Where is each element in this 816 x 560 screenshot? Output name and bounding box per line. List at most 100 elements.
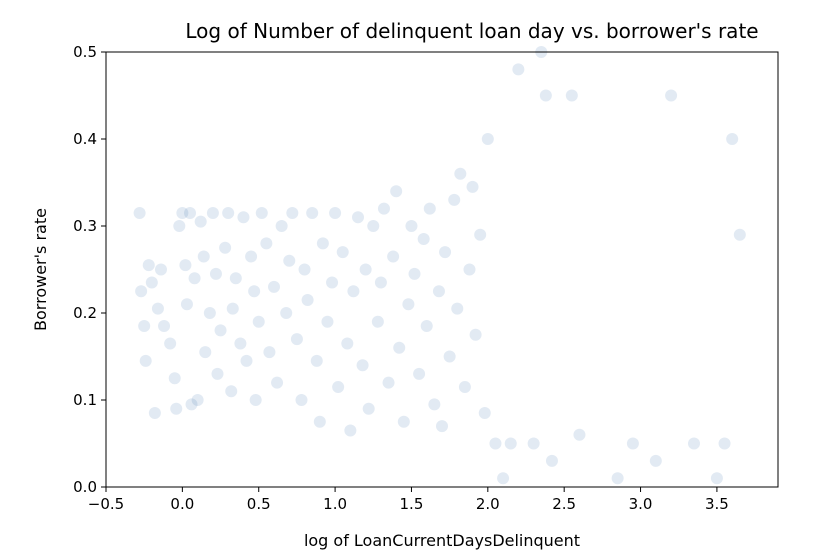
data-point <box>316 237 329 250</box>
data-point <box>197 250 210 263</box>
data-point <box>194 215 207 228</box>
data-point <box>191 394 204 406</box>
chart-title: Log of Number of delinquent loan day vs.… <box>185 19 758 43</box>
data-point <box>154 263 167 276</box>
data-point <box>512 63 525 76</box>
data-point <box>142 259 155 272</box>
data-point <box>393 341 406 354</box>
data-point <box>199 346 212 359</box>
data-point <box>280 307 293 319</box>
data-point <box>347 285 360 298</box>
data-point <box>268 280 280 293</box>
data-point <box>352 211 364 224</box>
data-point <box>329 206 342 219</box>
x-tick-label: 1.5 <box>400 495 424 513</box>
data-point <box>185 398 198 411</box>
data-point <box>173 220 186 232</box>
data-point <box>188 272 201 285</box>
data-point <box>260 237 273 250</box>
data-point <box>390 185 403 198</box>
x-axis-label: log of LoanCurrentDaysDelinquent <box>304 531 580 550</box>
data-point <box>539 89 552 102</box>
y-tick-label: 0.5 <box>73 43 97 61</box>
data-point <box>436 420 448 433</box>
data-point <box>382 376 395 389</box>
data-point <box>718 437 731 450</box>
data-point <box>423 202 436 215</box>
y-tick-label: 0.0 <box>73 478 97 496</box>
y-tick-label: 0.3 <box>73 217 97 235</box>
data-point <box>565 89 578 102</box>
data-point <box>408 267 421 280</box>
data-point <box>158 320 171 333</box>
data-point <box>504 437 517 450</box>
data-point <box>344 424 357 437</box>
data-point <box>214 324 227 337</box>
data-point <box>439 246 452 259</box>
data-point <box>420 320 433 333</box>
data-point <box>688 437 700 450</box>
data-point <box>135 285 148 298</box>
data-point <box>271 376 284 389</box>
data-point <box>463 263 476 276</box>
data-point <box>733 228 746 241</box>
data-point <box>225 385 238 398</box>
data-point <box>710 472 723 485</box>
data-point <box>326 276 339 289</box>
data-point <box>184 206 196 219</box>
data-point <box>469 328 482 341</box>
data-point <box>222 206 235 219</box>
data-point <box>298 263 311 276</box>
data-point <box>474 228 487 241</box>
data-point <box>209 267 222 280</box>
data-point <box>497 472 510 485</box>
data-point <box>397 415 410 428</box>
data-point <box>148 407 161 420</box>
data-point <box>413 367 426 380</box>
data-point <box>283 254 296 267</box>
data-point <box>138 320 151 333</box>
data-point <box>573 428 586 441</box>
data-point <box>290 333 303 346</box>
data-point <box>234 337 247 350</box>
data-point <box>478 407 491 420</box>
data-point <box>374 276 387 289</box>
data-point <box>306 206 319 219</box>
data-point <box>179 259 192 272</box>
data-point <box>248 285 261 298</box>
data-point <box>432 285 445 298</box>
data-point <box>545 454 558 467</box>
data-point <box>170 402 183 415</box>
data-point <box>263 346 276 359</box>
data-point <box>454 167 467 180</box>
data-point <box>237 211 250 224</box>
data-point <box>428 398 441 411</box>
data-point <box>405 220 418 232</box>
x-tick-label: 0.0 <box>170 495 194 513</box>
data-point <box>252 315 265 328</box>
data-point <box>367 220 380 232</box>
data-point <box>226 302 239 315</box>
data-point <box>295 394 308 406</box>
data-point <box>665 89 678 102</box>
data-point <box>726 133 739 145</box>
data-point <box>481 133 494 145</box>
y-tick-label: 0.4 <box>73 130 97 148</box>
data-point <box>448 193 461 206</box>
data-point <box>313 415 326 428</box>
data-point <box>211 367 224 380</box>
x-tick-label: 1.0 <box>323 495 347 513</box>
data-points <box>133 46 746 485</box>
data-point <box>286 206 299 219</box>
data-point <box>626 437 639 450</box>
x-tick-label: 0.5 <box>247 495 271 513</box>
data-point <box>133 206 146 219</box>
data-point <box>321 315 334 328</box>
data-point <box>301 293 314 306</box>
x-tick-label: 3.5 <box>705 495 729 513</box>
data-point <box>649 454 662 467</box>
data-point <box>443 350 456 363</box>
data-point <box>458 380 471 393</box>
data-point <box>180 298 193 311</box>
